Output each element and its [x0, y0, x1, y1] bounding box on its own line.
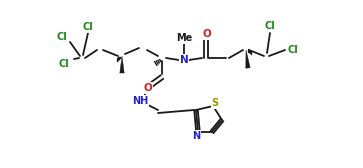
Text: Cl: Cl [57, 32, 68, 42]
Text: S: S [211, 98, 219, 108]
Text: Cl: Cl [265, 21, 276, 31]
Text: Cl: Cl [59, 59, 69, 69]
Text: O: O [144, 83, 152, 93]
Polygon shape [120, 56, 124, 73]
Text: N: N [180, 55, 188, 65]
Text: NH: NH [132, 96, 148, 106]
Text: Me: Me [176, 33, 192, 43]
Text: N: N [192, 131, 200, 141]
Text: Cl: Cl [83, 22, 93, 32]
Text: O: O [203, 29, 211, 39]
Polygon shape [246, 50, 250, 68]
Text: Cl: Cl [287, 45, 298, 55]
